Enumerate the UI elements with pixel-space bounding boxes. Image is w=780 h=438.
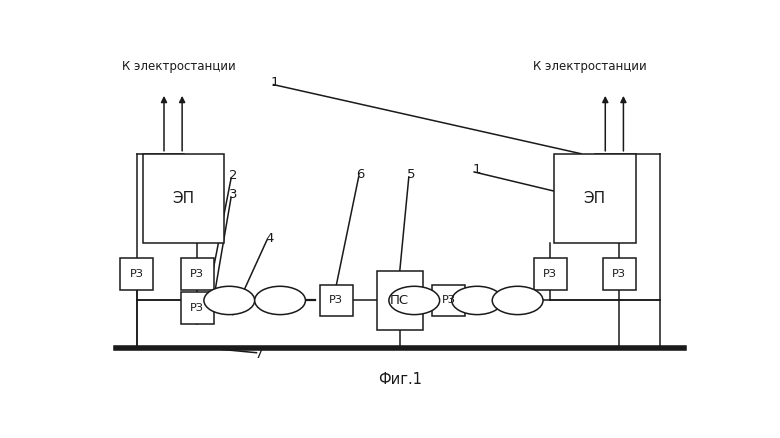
Circle shape [492, 286, 543, 314]
Bar [181, 292, 214, 324]
Text: 4: 4 [265, 232, 273, 244]
Bar [320, 285, 353, 316]
Circle shape [204, 286, 254, 314]
Text: К электростанции: К электростанции [122, 60, 236, 73]
Text: РЗ: РЗ [129, 269, 144, 279]
Text: 2: 2 [229, 170, 238, 183]
Bar [432, 285, 465, 316]
Bar [120, 258, 153, 290]
Text: РЗ: РЗ [329, 296, 343, 305]
Text: РЗ: РЗ [441, 296, 456, 305]
Circle shape [389, 286, 440, 314]
Bar [554, 154, 636, 243]
Text: ЭП: ЭП [172, 191, 195, 206]
Bar [181, 258, 214, 290]
Text: РЗ: РЗ [190, 303, 204, 313]
Text: РЗ: РЗ [612, 269, 626, 279]
Text: Фиг.1: Фиг.1 [378, 372, 422, 387]
Text: 5: 5 [407, 168, 416, 181]
Bar [603, 258, 636, 290]
Text: 1: 1 [271, 76, 279, 89]
Text: РЗ: РЗ [190, 269, 204, 279]
Text: РЗ: РЗ [544, 269, 557, 279]
Text: 1: 1 [473, 163, 480, 176]
Text: 6: 6 [356, 168, 364, 181]
Circle shape [254, 286, 306, 314]
Circle shape [452, 286, 502, 314]
Text: К электростанции: К электростанции [533, 60, 647, 73]
Bar [377, 271, 423, 330]
Text: 3: 3 [229, 188, 238, 201]
Text: 7: 7 [254, 348, 263, 360]
Bar [534, 258, 566, 290]
Text: ЭП: ЭП [583, 191, 606, 206]
Text: ПС: ПС [390, 294, 410, 307]
Bar [143, 154, 225, 243]
